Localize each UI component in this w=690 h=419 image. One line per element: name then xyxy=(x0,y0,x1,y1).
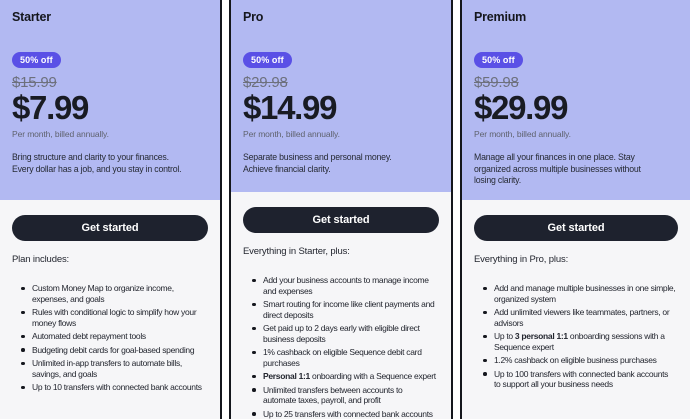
feature-item: 1.2% cashback on eligible business purch… xyxy=(483,355,676,366)
feature-item: Add and manage multiple businesses in on… xyxy=(483,283,676,304)
plan-body: Get started Everything in Pro, plus: Add… xyxy=(462,200,690,419)
feature-item: Automated debt repayment tools xyxy=(21,331,206,342)
feature-item: 1% cashback on eligible Sequence debit c… xyxy=(252,347,437,368)
plan-header: Premium 50% off $59.98 $29.99 Per month,… xyxy=(462,0,690,200)
discount-badge: 50% off xyxy=(474,52,523,68)
feature-item: Unlimited transfers between accounts to … xyxy=(252,385,437,406)
billing-note: Per month, billed annually. xyxy=(12,129,109,139)
current-price: $29.99 xyxy=(474,89,568,126)
feature-item: Add your business accounts to manage inc… xyxy=(252,275,437,296)
feature-item: Up to 3 personal 1:1 onboarding sessions… xyxy=(483,331,676,352)
original-price: $59.98 xyxy=(474,74,519,91)
feature-item: Rules with conditional logic to simplify… xyxy=(21,307,206,328)
original-price: $15.99 xyxy=(12,74,57,91)
plan-description: Bring structure and clarity to your fina… xyxy=(12,152,182,174)
feature-item: Smart routing for income like client pay… xyxy=(252,299,437,320)
feature-item: Personal 1:1 onboarding with a Sequence … xyxy=(252,371,436,381)
plan-header: Pro 50% off $29.98 $14.99 Per month, bil… xyxy=(231,0,451,192)
plan-description: Manage all your finances in one place. S… xyxy=(474,152,641,185)
billing-note: Per month, billed annually. xyxy=(474,129,571,139)
current-price: $7.99 xyxy=(12,89,89,126)
feature-item: Custom Money Map to organize income, exp… xyxy=(21,283,206,304)
plan-title: Pro xyxy=(243,10,264,24)
feature-item: Up to 25 transfers with connected bank a… xyxy=(252,409,437,419)
feature-item: Unlimited in-app transfers to automate b… xyxy=(21,358,206,379)
plan-body: Get started Everything in Starter, plus:… xyxy=(231,192,451,419)
plan-header: Starter 50% off $15.99 $7.99 Per month, … xyxy=(0,0,220,200)
plan-description: Separate business and personal money. Ac… xyxy=(243,152,392,174)
get-started-button[interactable]: Get started xyxy=(12,215,208,241)
plan-title: Premium xyxy=(474,10,527,24)
features-heading: Everything in Starter, plus: xyxy=(243,246,350,257)
plan-card-pro: Pro 50% off $29.98 $14.99 Per month, bil… xyxy=(229,0,453,419)
plan-body: Get started Plan includes: Custom Money … xyxy=(0,200,220,419)
get-started-button[interactable]: Get started xyxy=(243,207,439,233)
feature-item: Up to 10 transfers with connected bank a… xyxy=(21,382,206,393)
features-heading: Plan includes: xyxy=(12,254,70,265)
plan-title: Starter xyxy=(12,10,51,24)
discount-badge: 50% off xyxy=(12,52,61,68)
discount-badge: 50% off xyxy=(243,52,292,68)
feature-item: Up to 100 transfers with connected bank … xyxy=(483,369,676,390)
feature-item: Get paid up to 2 days early with eligibl… xyxy=(252,323,437,344)
billing-note: Per month, billed annually. xyxy=(243,129,340,139)
plan-card-starter: Starter 50% off $15.99 $7.99 Per month, … xyxy=(0,0,222,419)
features-heading: Everything in Pro, plus: xyxy=(474,254,569,265)
original-price: $29.98 xyxy=(243,74,288,91)
current-price: $14.99 xyxy=(243,89,337,126)
features-list: Add your business accounts to manage inc… xyxy=(243,275,439,419)
get-started-button[interactable]: Get started xyxy=(474,215,678,241)
features-list: Add and manage multiple businesses in on… xyxy=(474,283,678,390)
features-list: Custom Money Map to organize income, exp… xyxy=(12,283,208,393)
feature-item: Budgeting debit cards for goal-based spe… xyxy=(21,345,206,356)
plan-card-premium: Premium 50% off $59.98 $29.99 Per month,… xyxy=(460,0,690,419)
feature-item: Add unlimited viewers like teammates, pa… xyxy=(483,307,676,328)
